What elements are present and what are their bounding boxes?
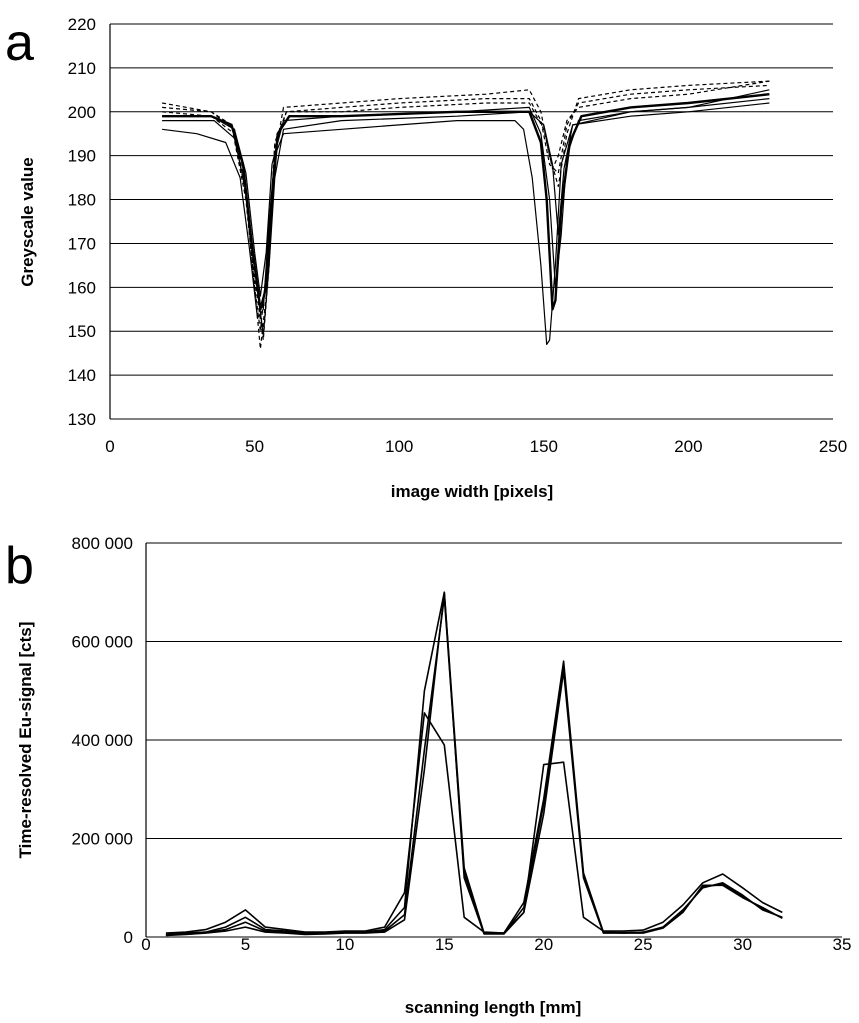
chart-b-y-tick-label: 400 000 [72, 731, 133, 750]
chart-a-x-tick-label: 100 [385, 437, 413, 456]
chart-b-x-tick-label: 15 [435, 935, 454, 954]
chart-a-y-tick-label: 130 [68, 410, 96, 429]
chart-a-y-tick-label: 220 [68, 15, 96, 34]
chart-b-series-line-3 [165, 591, 783, 937]
chart-b-gridlines [146, 542, 842, 938]
chart-a-series-line-7 [162, 80, 770, 332]
chart-b-x-tick-label: 35 [833, 935, 852, 954]
chart-a-y-tick-label: 200 [68, 103, 96, 122]
chart-a-x-tick-label: 200 [674, 437, 702, 456]
chart-b-series-line-1 [165, 712, 783, 934]
chart-b-y-tick-labels: 0 200 000 400 000 600 000 800 000 [72, 534, 133, 947]
chart-b: b 0 200 000 400 000 600 000 800 000 0 5 10 15 20… [5, 534, 851, 1017]
chart-b-y-tick-label: 0 [124, 928, 133, 947]
chart-b-x-axis-label: scanning length [mm] [405, 998, 582, 1017]
chart-a-series-line-1 [162, 102, 770, 345]
chart-b-y-axis-label: Time-resolved Eu-signal [cts] [16, 622, 35, 859]
chart-b-x-tick-label: 5 [241, 935, 250, 954]
chart-b-x-tick-label: 30 [733, 935, 752, 954]
chart-b-series-line-4 [165, 596, 783, 936]
chart-a-y-tick-label: 210 [68, 59, 96, 78]
chart-a-y-tick-label: 180 [68, 191, 96, 210]
chart-a-x-tick-label: 150 [530, 437, 558, 456]
panel-label-b: b [5, 537, 34, 595]
chart-b-x-tick-label: 20 [534, 935, 553, 954]
chart-a-x-tick-label: 0 [105, 437, 114, 456]
chart-a-y-tick-labels: 130 140 150 160 170 180 190 200 210 220 [68, 15, 96, 429]
chart-b-x-tick-label: 10 [335, 935, 354, 954]
chart-b-y-tick-label: 600 000 [72, 633, 133, 652]
chart-a-y-tick-label: 150 [68, 322, 96, 341]
chart-a-x-tick-label: 250 [819, 437, 847, 456]
panel-label-a: a [5, 14, 34, 72]
chart-a-series-line-5 [161, 80, 770, 350]
chart-a-y-tick-label: 160 [68, 278, 96, 297]
chart-a-x-tick-label: 50 [245, 437, 264, 456]
chart-a-y-tick-label: 170 [68, 234, 96, 253]
chart-a-x-tick-labels: 0 50 100 150 200 250 [105, 437, 847, 456]
chart-a-y-axis-label: Greyscale value [18, 157, 37, 286]
chart-a-series [161, 80, 770, 350]
chart-b-y-tick-label: 200 000 [72, 830, 133, 849]
chart-b-y-tick-label: 800 000 [72, 534, 133, 553]
chart-a-series-line-4 [162, 89, 770, 337]
chart-a-x-axis-label: image width [pixels] [391, 482, 553, 501]
chart-b-x-tick-label: 25 [634, 935, 653, 954]
chart-a-series-line-3 [162, 98, 770, 297]
chart-a: a 130 140 150 160 170 180 190 200 210 220 0 50 100 1… [5, 14, 847, 501]
chart-a-y-tick-label: 140 [68, 366, 96, 385]
chart-b-x-tick-label: 0 [141, 935, 150, 954]
chart-a-y-tick-label: 190 [68, 147, 96, 166]
chart-b-x-tick-labels: 0 5 10 15 20 25 30 35 [141, 935, 851, 954]
chart-a-series-line-6 [162, 84, 770, 341]
chart-b-series [165, 591, 783, 937]
chart-b-series-line-2 [165, 591, 783, 936]
